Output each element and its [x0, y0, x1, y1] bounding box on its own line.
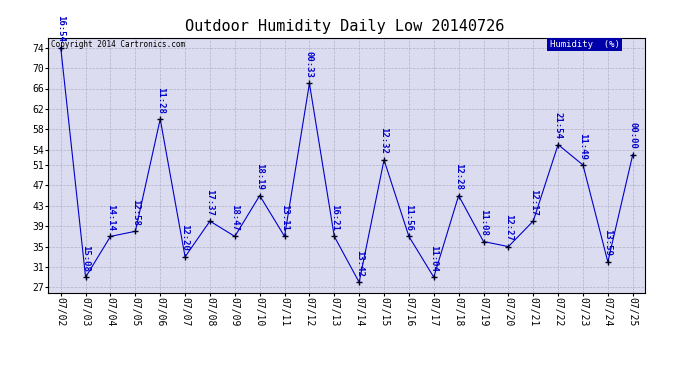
Text: Humidity  (%): Humidity (%): [550, 40, 620, 49]
Text: 18:47: 18:47: [230, 204, 239, 231]
Text: 11:08: 11:08: [479, 209, 488, 236]
Text: 12:20: 12:20: [181, 224, 190, 251]
Text: 18:19: 18:19: [255, 163, 264, 190]
Text: 13:59: 13:59: [603, 230, 612, 256]
Text: Copyright 2014 Cartronics.com: Copyright 2014 Cartronics.com: [51, 40, 186, 49]
Text: 12:28: 12:28: [454, 163, 463, 190]
Text: 14:14: 14:14: [106, 204, 115, 231]
Text: 11:04: 11:04: [429, 245, 438, 272]
Text: 16:54: 16:54: [56, 15, 66, 42]
Text: 11:28: 11:28: [156, 87, 165, 114]
Text: 00:00: 00:00: [628, 122, 638, 149]
Text: 00:33: 00:33: [305, 51, 314, 78]
Text: 12:17: 12:17: [529, 189, 538, 216]
Text: 11:56: 11:56: [404, 204, 413, 231]
Text: 15:08: 15:08: [81, 245, 90, 272]
Text: 12:32: 12:32: [380, 128, 388, 154]
Text: 11:49: 11:49: [578, 133, 587, 159]
Text: Outdoor Humidity Daily Low 20140726: Outdoor Humidity Daily Low 20140726: [186, 19, 504, 34]
Text: 17:37: 17:37: [206, 189, 215, 216]
Text: 16:21: 16:21: [330, 204, 339, 231]
Text: 13:42: 13:42: [355, 250, 364, 277]
Text: 12:58: 12:58: [131, 199, 140, 226]
Text: 13:11: 13:11: [280, 204, 289, 231]
Text: 12:27: 12:27: [504, 214, 513, 241]
Text: 21:54: 21:54: [553, 112, 562, 139]
